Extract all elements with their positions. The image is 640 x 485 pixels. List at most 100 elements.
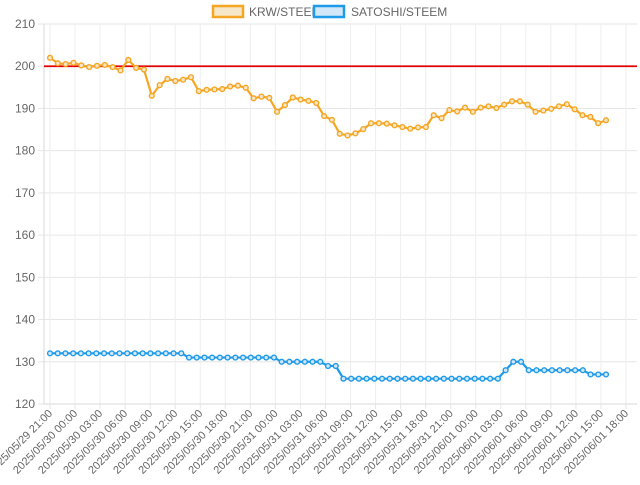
data-point (477, 104, 484, 111)
data-point (463, 375, 471, 382)
data-point (273, 108, 281, 115)
data-point (324, 362, 332, 370)
y-axis: 120 130 140 150 160 170 180 190 200 210 (15, 17, 44, 411)
data-point (595, 120, 602, 127)
data-point (193, 354, 200, 361)
data-point (471, 375, 478, 382)
data-point (301, 358, 308, 365)
data-point (399, 123, 406, 131)
data-point (100, 350, 108, 357)
data-point (383, 120, 390, 127)
data-point (109, 63, 116, 71)
legend-swatch (211, 4, 245, 19)
data-point (162, 350, 169, 357)
data-point (556, 367, 563, 374)
data-point (430, 112, 437, 119)
data-point (266, 94, 273, 101)
data-point (77, 350, 84, 357)
y-tick-label: 190 (15, 101, 35, 115)
y-tick-label: 210 (15, 17, 35, 31)
series-krw-steem (46, 54, 610, 139)
data-point (156, 82, 163, 89)
data-point (587, 371, 594, 378)
data-point (394, 375, 401, 382)
legend[interactable]: KRW/STEEM SATOSHI/STEEM (211, 4, 447, 19)
y-tick-label: 170 (15, 186, 35, 200)
data-point (263, 354, 270, 361)
data-point (232, 354, 239, 361)
data-point (371, 375, 378, 382)
data-point (548, 105, 555, 112)
data-point (352, 130, 359, 137)
data-point (242, 84, 249, 91)
data-point (328, 116, 336, 123)
data-point (170, 350, 177, 357)
data-point (70, 59, 77, 66)
data-point (360, 126, 367, 133)
data-point (493, 104, 500, 112)
data-point (587, 113, 594, 120)
data-point (438, 115, 445, 122)
data-point (517, 358, 525, 365)
data-point (62, 350, 69, 357)
data-point (297, 96, 304, 103)
data-point (278, 358, 285, 365)
data-point (93, 350, 100, 357)
data-point (367, 120, 375, 127)
data-point (425, 375, 432, 382)
y-tick-label: 180 (15, 144, 35, 158)
legend-label: KRW/STEEM (249, 5, 321, 19)
data-point (289, 94, 296, 101)
data-point (555, 103, 563, 110)
data-point (155, 350, 162, 357)
data-point (250, 95, 257, 102)
grid (43, 23, 637, 405)
legend-label: SATOSHI/STEEM (351, 5, 447, 19)
data-point (187, 74, 195, 81)
data-point (540, 107, 547, 114)
data-point (164, 75, 171, 82)
data-point (502, 367, 509, 374)
data-point (378, 375, 386, 382)
data-point (533, 367, 540, 374)
data-point (309, 358, 316, 365)
data-point (247, 354, 254, 361)
data-point (185, 354, 193, 361)
data-point (332, 362, 339, 370)
data-point (172, 77, 179, 85)
legend-item-satoshi-steem[interactable]: SATOSHI/STEEM (312, 4, 447, 19)
legend-item-krw-steem[interactable]: KRW/STEEM (211, 4, 321, 19)
data-point (180, 76, 187, 83)
data-point (148, 92, 155, 99)
data-point (532, 108, 539, 115)
data-point (433, 375, 440, 382)
data-point (234, 82, 242, 89)
data-point (117, 67, 124, 74)
data-point (579, 367, 586, 374)
data-point (139, 350, 146, 357)
data-point (239, 354, 247, 361)
data-point (85, 350, 92, 357)
data-point (375, 120, 383, 127)
data-point (336, 130, 343, 137)
data-point (62, 61, 69, 68)
data-point (414, 124, 422, 131)
data-point (456, 375, 463, 382)
data-point (355, 375, 362, 382)
data-point (579, 112, 586, 119)
data-point (54, 60, 61, 67)
series-satoshi-steem (46, 350, 610, 382)
data-point (320, 112, 328, 120)
data-point (195, 88, 202, 95)
series-line (49, 56, 607, 137)
data-point (402, 375, 409, 382)
data-point (461, 104, 469, 111)
data-point (541, 367, 548, 374)
data-point (219, 85, 226, 93)
data-point (133, 64, 140, 72)
data-point (510, 358, 517, 365)
data-point (448, 375, 455, 382)
data-point (108, 350, 115, 357)
data-point (46, 54, 54, 61)
